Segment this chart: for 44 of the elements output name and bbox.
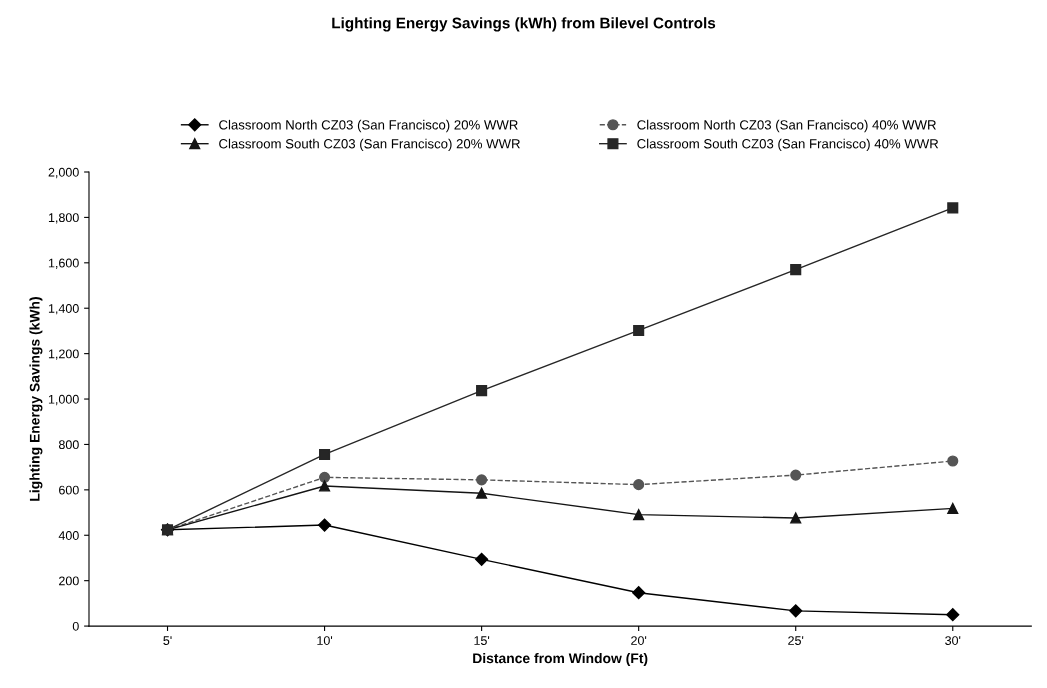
y-tick-label: 800: [58, 440, 79, 450]
point: [317, 518, 332, 532]
point: [476, 474, 488, 486]
y-tick-label: 1,000: [48, 394, 79, 406]
y-axis-title: Lighting Energy Savings (kWh): [29, 297, 43, 501]
x-tick-label: 25': [788, 636, 804, 645]
x-tick-label: 5': [163, 636, 172, 645]
point: [476, 385, 488, 397]
y-tick-label: 400: [58, 531, 79, 540]
chart-title: Lighting Energy Savings (kWh) from Bilevel Controls: [332, 17, 716, 32]
legend-label: Classroom South CZ03 (San Francisco) 20% WWR: [219, 138, 520, 152]
legend-label: Classroom North CZ03 (San Francisco) 20% WWR: [219, 119, 518, 133]
x-tick-label: 15': [474, 636, 490, 645]
point: [475, 552, 489, 566]
y-tick-label: 2,000: [48, 167, 79, 179]
legend-label: Classroom South CZ03 (San Francisco) 40% WWR: [637, 138, 939, 152]
point: [476, 487, 488, 499]
point: [633, 324, 645, 337]
point: [946, 608, 960, 622]
point: [632, 586, 646, 600]
y-tick-label: 1,600: [48, 258, 79, 269]
x-tick-label: 30': [945, 636, 961, 645]
y-tick-label: 600: [59, 485, 79, 495]
y-tick-label: 1,800: [48, 213, 79, 224]
point: [633, 509, 645, 521]
point: [789, 604, 803, 618]
point: [790, 512, 802, 524]
legend-label: Classroom North CZ03 (San Francisco) 40% WWR: [637, 119, 936, 133]
point: [319, 480, 331, 492]
point: [947, 202, 959, 214]
point: [319, 471, 331, 483]
x-axis-title: Distance from Window (Ft): [473, 653, 648, 666]
x-tick-label: 20': [631, 636, 647, 645]
point: [947, 455, 959, 467]
point: [790, 469, 802, 481]
y-tick-label: 0: [72, 621, 79, 631]
point: [790, 264, 802, 276]
point: [319, 448, 331, 460]
y-tick-label: 200: [59, 576, 79, 586]
y-tick-label: 1,400: [48, 304, 79, 315]
x-tick-label: 10': [317, 636, 333, 645]
y-tick-label: 1,200: [48, 349, 79, 360]
point: [947, 502, 959, 515]
point: [633, 479, 645, 491]
